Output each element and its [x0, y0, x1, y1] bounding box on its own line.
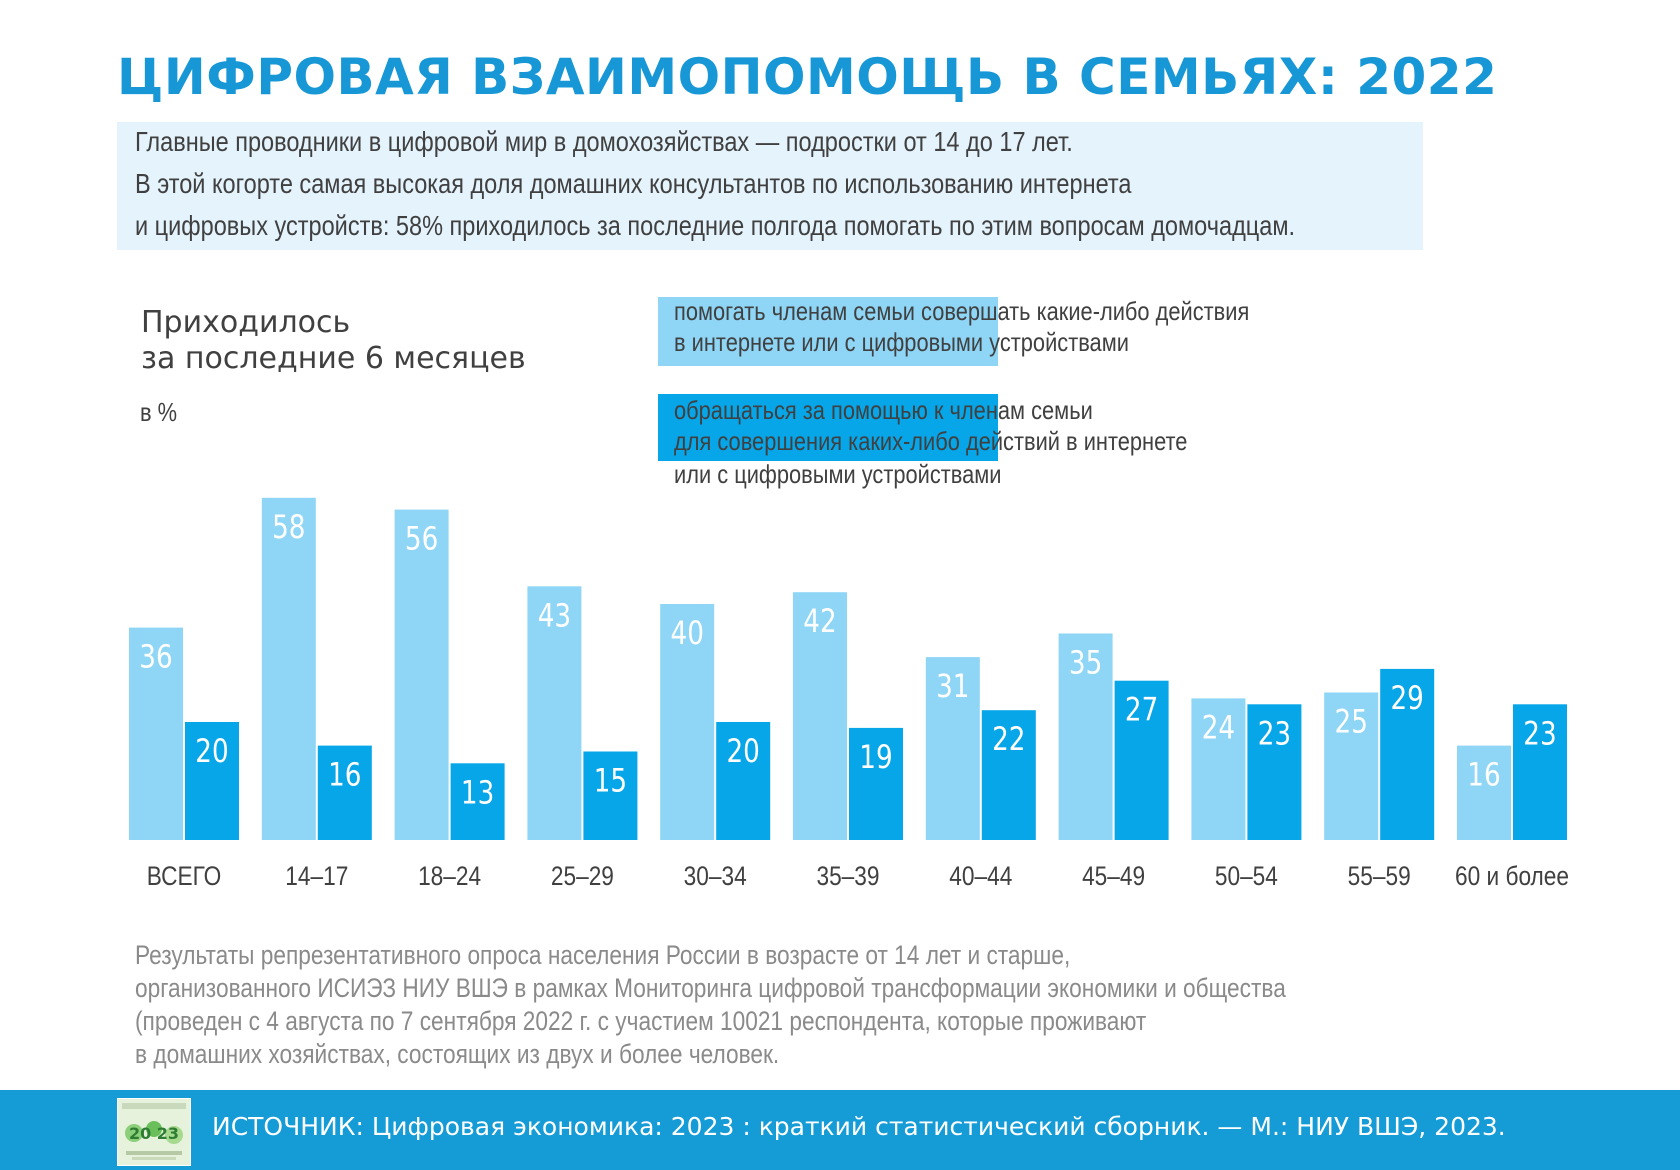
lead-line-2: В этой когорте самая высокая доля домашн…: [135, 168, 1132, 199]
bar-help-others-2: [394, 509, 449, 840]
category-label-8: 50–54: [1215, 861, 1278, 891]
category-label-0: ВСЕГО: [147, 861, 222, 891]
lead-line-3: и цифровых устройств: 58% приходилось за…: [135, 210, 1296, 241]
value-label-ask-for-help-7: 27: [1125, 691, 1158, 728]
value-label-help-others-8: 24: [1202, 709, 1235, 746]
source-bar: 20 23 ИСТОЧНИК: Цифровая экономика: 2023…: [0, 1090, 1680, 1170]
footnote-line-3: (проведен с 4 августа по 7 сентября 2022…: [135, 1006, 1147, 1036]
category-label-10: 60 и более: [1455, 861, 1569, 891]
value-label-ask-for-help-2: 13: [461, 774, 494, 811]
bar-ask-for-help-1: [317, 745, 372, 840]
value-label-help-others-2: 56: [405, 520, 438, 557]
value-label-ask-for-help-0: 20: [195, 732, 228, 769]
value-label-help-others-1: 58: [272, 508, 305, 545]
legend-label-ask-for-help-2: для совершения каких-либо действий в инт…: [674, 426, 1188, 456]
value-label-help-others-10: 16: [1467, 756, 1500, 793]
bar-ask-for-help-3: [583, 751, 638, 840]
value-label-ask-for-help-9: 29: [1391, 679, 1424, 716]
book-cover-icon: 20 23: [118, 1099, 190, 1165]
bar-help-others-0: [129, 627, 183, 840]
value-label-help-others-4: 40: [671, 614, 704, 651]
bar-help-others-5: [793, 592, 847, 840]
legend-label-ask-for-help-1: обращаться за помощью к членам семьи: [674, 395, 1093, 425]
value-label-ask-for-help-1: 16: [328, 756, 361, 793]
footnote-line-2: организованного ИСИЭЗ НИУ ВШЭ в рамках М…: [135, 973, 1286, 1003]
lead-line-1: Главные проводники в цифровой мир в домо…: [135, 126, 1073, 157]
bar-ask-for-help-0: [185, 722, 239, 840]
category-label-7: 45–49: [1082, 861, 1145, 891]
legend-label-help-others-2: в интернете или с цифровыми устройствами: [674, 327, 1129, 357]
source-text: ИСТОЧНИК: Цифровая экономика: 2023 : кра…: [212, 1112, 1506, 1141]
book-cover-text: 20 23: [129, 1124, 179, 1143]
value-label-help-others-7: 35: [1069, 644, 1102, 681]
value-label-help-others-0: 36: [139, 638, 172, 675]
bar-help-others-10: [1457, 745, 1511, 840]
bar-help-others-4: [660, 604, 715, 840]
bar-help-others-6: [925, 657, 980, 840]
bar-ask-for-help-9: [1380, 668, 1435, 840]
category-label-2: 18–24: [418, 861, 481, 891]
value-label-ask-for-help-3: 15: [594, 762, 627, 799]
bar-ask-for-help-2: [450, 763, 505, 840]
legend-label-ask-for-help-3: или с цифровыми устройствами: [674, 459, 1002, 489]
bar-help-others-9: [1324, 692, 1379, 840]
page-title: ЦИФРОВАЯ ВЗАИМОПОМОЩЬ В СЕМЬЯХ: 2022: [117, 48, 1498, 106]
footnote-line-4: в домашних хозяйствах, состоящих из двух…: [135, 1039, 780, 1069]
category-label-5: 35–39: [816, 861, 879, 891]
book-cover-thumbnail: 20 23: [117, 1098, 191, 1166]
bar-ask-for-help-7: [1114, 680, 1169, 840]
value-label-ask-for-help-5: 19: [859, 738, 892, 775]
unit-label: в %: [140, 397, 178, 427]
lead-box: Главные проводники в цифровой мир в домо…: [117, 122, 1423, 250]
bar-help-others-1: [261, 497, 316, 840]
category-label-1: 14–17: [285, 861, 348, 891]
value-label-help-others-5: 42: [803, 603, 836, 640]
footnote-line-1: Результаты репрезентативного опроса насе…: [135, 940, 1071, 970]
value-label-ask-for-help-10: 23: [1523, 715, 1556, 752]
chart-title-line-1: Приходилось: [141, 305, 351, 340]
bar-help-others-3: [527, 586, 582, 840]
category-label-9: 55–59: [1348, 861, 1411, 891]
category-label-4: 30–34: [684, 861, 747, 891]
legend-swatch-ask-for-help: [658, 394, 998, 461]
category-label-6: 40–44: [949, 861, 1012, 891]
bar-ask-for-help-5: [849, 727, 903, 840]
bar-ask-for-help-4: [716, 722, 771, 840]
value-label-ask-for-help-8: 23: [1258, 715, 1291, 752]
bar-ask-for-help-10: [1513, 704, 1567, 840]
value-label-ask-for-help-6: 22: [992, 721, 1025, 758]
value-label-ask-for-help-4: 20: [727, 732, 760, 769]
bar-chart: 36 20 ВСЕГО 58 16 14–17 56 13 18–24 43 15 25–29 40 20…: [129, 497, 1569, 891]
value-label-help-others-6: 31: [936, 668, 969, 705]
value-label-help-others-3: 43: [538, 597, 571, 634]
bar-help-others-7: [1058, 633, 1113, 840]
bar-ask-for-help-6: [981, 710, 1036, 840]
bar-help-others-8: [1191, 698, 1246, 840]
legend-swatch-help-others: [658, 297, 998, 366]
bar-ask-for-help-8: [1247, 704, 1302, 840]
category-label-3: 25–29: [551, 861, 614, 891]
chart-title-line-2: за последние 6 месяцев: [141, 341, 526, 376]
legend-label-help-others-1: помогать членам семьи совершать какие-ли…: [674, 296, 1250, 326]
value-label-help-others-9: 25: [1335, 703, 1368, 740]
